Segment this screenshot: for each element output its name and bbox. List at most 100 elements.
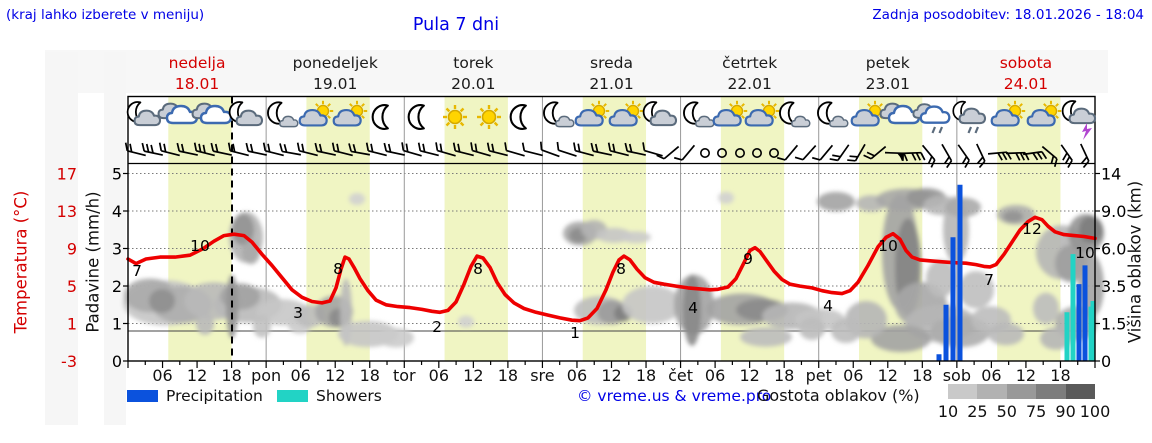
density-tick-label: 10	[937, 402, 959, 421]
svg-text:10: 10	[190, 237, 210, 255]
wind-barb-icon	[777, 144, 799, 161]
wind-calm-icon	[734, 148, 745, 159]
wind-barb-icon	[141, 142, 163, 156]
svg-text:5: 5	[67, 277, 77, 296]
svg-text:18: 18	[912, 366, 932, 385]
page-title: Pula 7 dni	[412, 15, 500, 35]
weather-icon-sun-cloud	[332, 100, 368, 127]
weather-icon-moon-small-cloud	[683, 101, 715, 128]
wind-barb-icon	[642, 142, 663, 157]
wind-barb-icon	[607, 142, 629, 157]
day-name: nedelja	[168, 54, 226, 72]
wind-calm-icon	[716, 148, 727, 159]
temperature-labels: 7 10 3 8 2 8 1 8 4 9 4 10 7 12 10	[132, 220, 1095, 342]
svg-text:14: 14	[1101, 165, 1121, 184]
wind-calm-icon	[768, 148, 779, 159]
axis-strip	[104, 52, 126, 425]
density-scale-segment	[1036, 384, 1066, 399]
density-tick-label: 50	[996, 402, 1017, 421]
svg-text:9: 9	[67, 240, 77, 259]
svg-text:12: 12	[187, 366, 207, 385]
svg-text:9.0: 9.0	[1101, 202, 1126, 221]
svg-text:1: 1	[112, 315, 122, 334]
copyright-link[interactable]: © vreme.us & vreme.pro	[577, 387, 772, 405]
svg-text:4: 4	[823, 297, 833, 315]
weather-icons-row	[126, 100, 1097, 140]
wind-barb-icon	[1022, 150, 1048, 161]
weather-icon-moon-cloud	[228, 101, 264, 127]
svg-text:5: 5	[112, 165, 122, 184]
day-name: sobota	[999, 54, 1053, 72]
cloud-height-tick-labels: 14 9.0 6.0 3.5 1.5 0	[1101, 165, 1126, 372]
svg-text:7: 7	[984, 271, 994, 289]
last-update-text: Zadnja posodobitev: 18.01.2026 - 18:04	[872, 7, 1144, 23]
wind-barb-icon	[1060, 144, 1073, 168]
wind-barb-icon	[829, 144, 850, 162]
axis-ticks	[123, 172, 1100, 368]
density-tick-label: 25	[967, 402, 988, 421]
temperature-curve	[126, 215, 1097, 323]
svg-text:3: 3	[112, 240, 122, 259]
day-date: 24.01	[1003, 75, 1049, 93]
weather-icon-moon-cloud	[642, 101, 678, 127]
precipitation-tick-labels: 5 4 3 2 1 0	[112, 165, 122, 372]
svg-text:8: 8	[333, 260, 343, 278]
svg-text:4: 4	[112, 202, 122, 221]
svg-text:18: 18	[636, 366, 656, 385]
svg-text:1.5: 1.5	[1101, 315, 1126, 334]
day-date: 18.01	[174, 75, 220, 93]
day-name: ponedeljek	[292, 54, 378, 72]
svg-text:sob: sob	[943, 366, 971, 385]
svg-text:06: 06	[843, 366, 863, 385]
wind-barb-icon	[863, 145, 887, 160]
svg-text:12: 12	[325, 366, 345, 385]
wind-barb-icon	[470, 142, 491, 157]
wind-barb-icon	[245, 142, 267, 156]
svg-text:4: 4	[688, 299, 698, 317]
wind-barb-icon	[401, 142, 422, 157]
wind-barb-icon	[227, 142, 249, 157]
day-name: sreda	[590, 54, 633, 72]
precipitation-bars	[936, 184, 1096, 361]
svg-text:10: 10	[878, 237, 898, 255]
wind-calm-icon	[751, 148, 762, 159]
weather-icon-sun-cloud	[990, 100, 1026, 127]
wind-barb-icon	[348, 143, 370, 156]
precipitation-legend-swatch	[127, 390, 158, 402]
day-date: 21.01	[589, 75, 634, 93]
wind-barb-icon	[331, 142, 353, 157]
wind-barb-icon	[365, 142, 387, 157]
weather-icon-sun-cloud	[850, 100, 886, 127]
cloud-density-scale	[948, 384, 1096, 399]
svg-text:06: 06	[705, 366, 725, 385]
wind-barb-icon	[794, 144, 817, 161]
wind-barb-icon	[573, 142, 594, 157]
weather-icon-moon-small-cloud	[267, 101, 299, 128]
weather-icon-moon-small-cloud	[817, 101, 849, 128]
svg-text:12: 12	[1016, 366, 1036, 385]
weather-icon-sun	[443, 105, 467, 129]
svg-text:-3: -3	[61, 352, 77, 371]
weather-icon-sun-cloud	[744, 100, 780, 127]
svg-text:12: 12	[739, 366, 759, 385]
svg-text:6.0: 6.0	[1101, 240, 1126, 259]
weather-icon-sun-cloud	[712, 100, 748, 127]
svg-text:13: 13	[57, 202, 77, 221]
svg-text:06: 06	[290, 366, 310, 385]
wind-barb-icon	[452, 142, 474, 157]
wind-barb-icon	[486, 142, 508, 157]
svg-text:18: 18	[360, 366, 380, 385]
weather-icon-moon	[509, 104, 527, 130]
day-name: petek	[865, 54, 910, 72]
wind-barb-icon	[957, 144, 970, 168]
wind-barb-icon	[383, 142, 405, 156]
weather-icon-sun-cloud	[298, 100, 334, 127]
day-date: 19.01	[313, 75, 358, 93]
svg-text:8: 8	[473, 260, 483, 278]
day-header-band	[45, 50, 1108, 93]
weather-icon-moon-cloud-lightning	[1061, 100, 1097, 140]
weather-icon-moon-small-cloud	[543, 101, 575, 128]
density-scale-segment	[1006, 384, 1037, 399]
wind-barb-icon	[539, 141, 560, 158]
svg-text:06: 06	[981, 366, 1001, 385]
